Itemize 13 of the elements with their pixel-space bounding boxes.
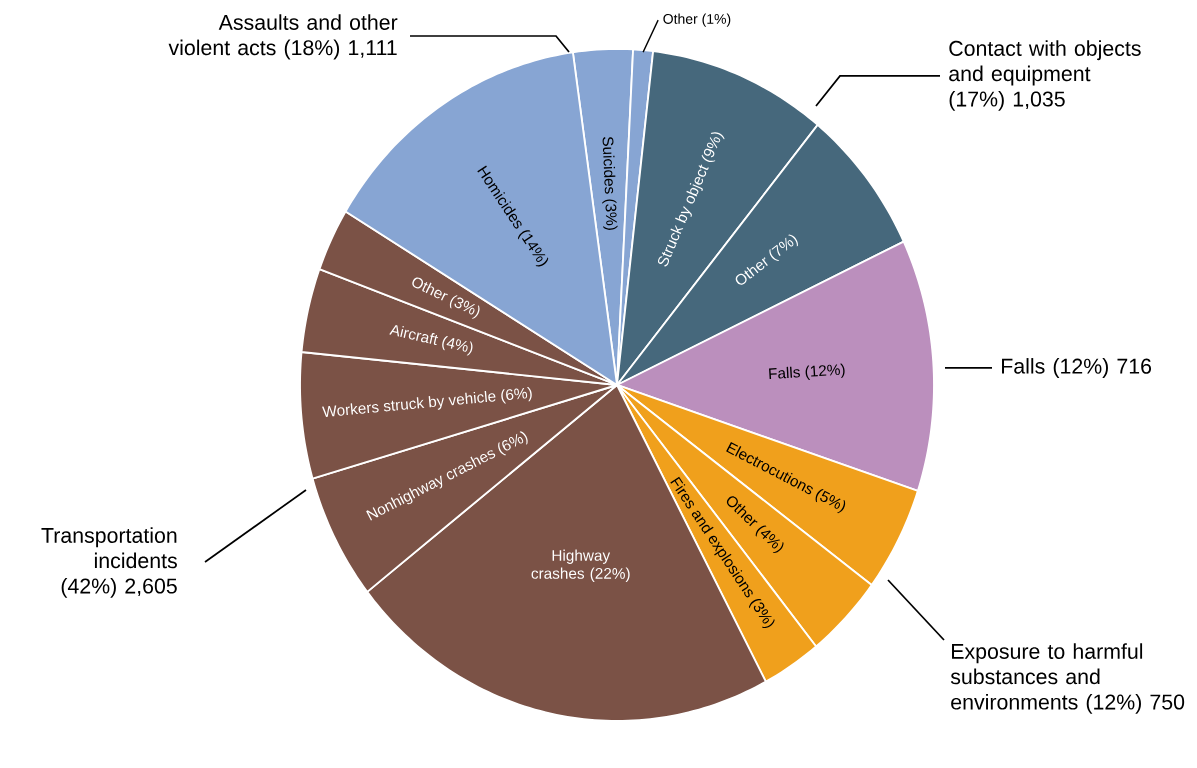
text: Assaults and other violent acts (18%) 1,111 [168, 14, 398, 60]
slice-label: Falls (12%) [769, 363, 845, 380]
text: Falls (12%) 716 [1002, 358, 1152, 378]
slice-label: Struck by object (9%) [657, 132, 725, 267]
slice-label: Aircraft (4%) [389, 325, 473, 356]
text: Contact with objects and equipment (17%) 1,035 [949, 40, 1141, 111]
slice-label: Suicides (3%) [602, 137, 618, 230]
slice-label: Other (1%) [663, 13, 731, 27]
slice-label: Highway crashes (22%) [531, 549, 630, 582]
slice-label: Workers struck by vehicle (6%) [322, 387, 532, 417]
text: Exposure to harmful substances and environments (12%) 750 [950, 643, 1185, 714]
slice-label: Other (3%) [412, 277, 480, 319]
text: Transportation incidents (42%) 2,605 [41, 527, 177, 598]
